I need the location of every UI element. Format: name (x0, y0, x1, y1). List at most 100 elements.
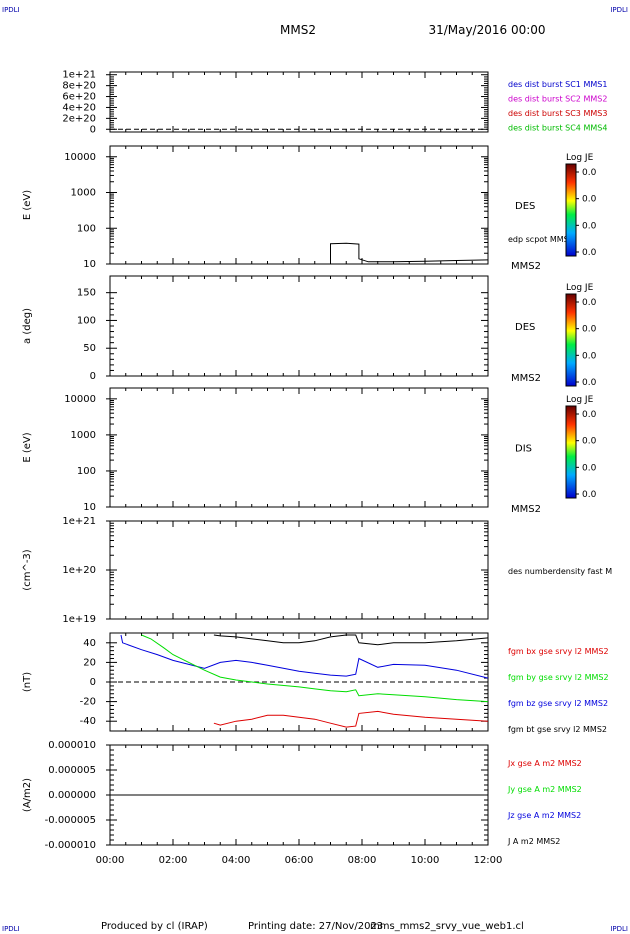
y-tick-label: 50 (83, 343, 96, 354)
y-tick-label: 20 (83, 657, 96, 668)
y-axis-label: a (deg) (22, 308, 33, 344)
y-tick-label: 1e+20 (62, 565, 96, 576)
x-tick-label: 06:00 (285, 855, 314, 866)
colorbar: Log JE 0.0 0.0 0.0 0.0 (565, 395, 597, 500)
panel-4: 10000 1000 100 10 E (eV) DIS MMS2 (22, 387, 541, 515)
y-axis-label: (A/m2) (22, 778, 33, 812)
y-tick-label: 100 (77, 315, 96, 326)
y-tick-label: 0 (90, 124, 96, 135)
corner-label-tr: IPDLI (610, 6, 628, 14)
x-tick-label: 04:00 (222, 855, 251, 866)
y-tick-label: 0 (90, 677, 96, 688)
y-tick-label: 1e+21 (62, 516, 96, 527)
legend-entry-4: fgm bt gse srvy l2 MMS2 (508, 725, 607, 734)
x-tick-label: 08:00 (348, 855, 377, 866)
colorbar-title: Log JE (566, 153, 594, 163)
panel-frame (109, 387, 489, 508)
legend-entry-2: des dist burst SC2 MMS2 (508, 95, 607, 104)
colorbar-tick-label: 0.0 (582, 437, 597, 447)
panel-7: 0.000010 0.000005 0.000000 -0.000005 -0.0000… (22, 740, 582, 851)
series-line-2 (120, 634, 489, 679)
y-tick-label: 0.000005 (48, 765, 96, 776)
y-tick-label: 1e+19 (62, 614, 96, 625)
panel-frame (109, 145, 489, 265)
legend-entry-2: fgm by gse srvy l2 MMS2 (508, 673, 609, 682)
y-tick-label: -40 (80, 716, 96, 727)
y-tick-label: 1000 (71, 188, 96, 199)
colorbar-tick-label: 0.0 (582, 248, 597, 258)
panel-frame (109, 520, 489, 620)
panel-5: 1e+21 1e+20 1e+19 (cm^-3) des numberdensity … (22, 516, 612, 625)
corner-label-bl: IPDLI (2, 925, 20, 933)
colorbar-tick-label: 0.0 (582, 221, 597, 231)
y-axis-label: (cm^-3) (22, 549, 33, 590)
colorbar-gradient (565, 405, 577, 499)
colorbar-gradient (565, 293, 577, 387)
x-tick-label: 02:00 (159, 855, 188, 866)
series-line-4 (213, 710, 489, 728)
y-tick-label: 6e+20 (62, 92, 96, 103)
y-tick-label: 40 (83, 638, 96, 649)
colorbar-tick-label: 0.0 (582, 378, 597, 388)
spacecraft-label: MMS2 (511, 373, 541, 384)
y-tick-label: 100 (77, 466, 96, 477)
colorbar-tick-label: 0.0 (582, 298, 597, 308)
panel-6: 40 20 0 -20 -40 (nT) fgm bx gse srvy l2 MMS2 fg… (22, 632, 609, 734)
x-tick-label: 12:00 (474, 855, 503, 866)
colorbar-tick-label: 0.0 (582, 410, 597, 420)
panel-2: 10000 1000 100 10 E (eV) edp scpot MMS2 DES MMS… (22, 145, 574, 272)
legend-entry-1: fgm bx gse srvy l2 MMS2 (508, 647, 609, 656)
y-tick-label: 10 (83, 259, 96, 270)
series-line-3 (141, 634, 489, 703)
side-label: DES (515, 201, 535, 212)
y-tick-label: 1000 (71, 430, 96, 441)
legend-entry-1: Jx gse A m2 MMS2 (507, 759, 582, 768)
colorbar: Log JE 0.0 0.0 0.0 0.0 (565, 283, 597, 388)
y-tick-label: 4e+20 (62, 102, 96, 113)
series-line-1 (213, 634, 489, 646)
y-tick-label: 0.000000 (48, 790, 96, 801)
y-tick-label: 0 (90, 371, 96, 382)
colorbar: Log JE 0.0 0.0 0.0 0.0 (565, 153, 597, 258)
legend-entry-4: J A m2 MMS2 (507, 837, 560, 846)
colorbar-title: Log JE (566, 395, 594, 405)
colorbar-tick-label: 0.0 (582, 168, 597, 178)
x-tick-label: 00:00 (96, 855, 125, 866)
footer-produced: Produced by cl (IRAP) (101, 921, 208, 932)
y-axis-label: (nT) (22, 672, 33, 692)
legend-entry-1: des dist burst SC1 MMS1 (508, 80, 607, 89)
colorbar-tick-label: 0.0 (582, 490, 597, 500)
y-tick-label: 10000 (64, 394, 96, 405)
colorbar-tick-label: 0.0 (582, 195, 597, 205)
colorbar-gradient (565, 163, 577, 257)
footer-file: mms_mms2_srvy_vue_web1.cl (370, 921, 524, 932)
side-label: DES (515, 322, 535, 333)
legend-entry-3: Jz gse A m2 MMS2 (507, 811, 581, 820)
panel-frame (109, 275, 489, 377)
colorbar-tick-label: 0.0 (582, 351, 597, 361)
date-title: 31/May/2016 00:00 (428, 23, 545, 37)
spacecraft-label: MMS2 (511, 504, 541, 515)
y-tick-label: 1e+21 (62, 70, 96, 81)
side-label: DIS (515, 444, 532, 455)
spacecraft-title: MMS2 (280, 23, 316, 37)
y-tick-label: 10000 (64, 152, 96, 163)
y-axis-label: E (eV) (22, 190, 33, 220)
legend-entry-3: fgm bz gse srvy l2 MMS2 (508, 699, 608, 708)
colorbar-title: Log JE (566, 283, 594, 293)
y-tick-label: 2e+20 (62, 113, 96, 124)
y-tick-label: 10 (83, 502, 96, 513)
footer-printing: Printing date: 27/Nov/2023 (248, 921, 383, 932)
y-tick-label: -0.000010 (45, 840, 96, 851)
y-tick-label: -0.000005 (45, 815, 96, 826)
y-tick-label: 0.000010 (48, 740, 96, 751)
y-tick-label: 100 (77, 223, 96, 234)
panel-3: 150 100 50 0 a (deg) DES MMS2 (22, 275, 541, 384)
spacecraft-label: MMS2 (511, 261, 541, 272)
legend-entry-2: Jy gse A m2 MMS2 (507, 785, 582, 794)
y-axis-label: E (eV) (22, 432, 33, 462)
